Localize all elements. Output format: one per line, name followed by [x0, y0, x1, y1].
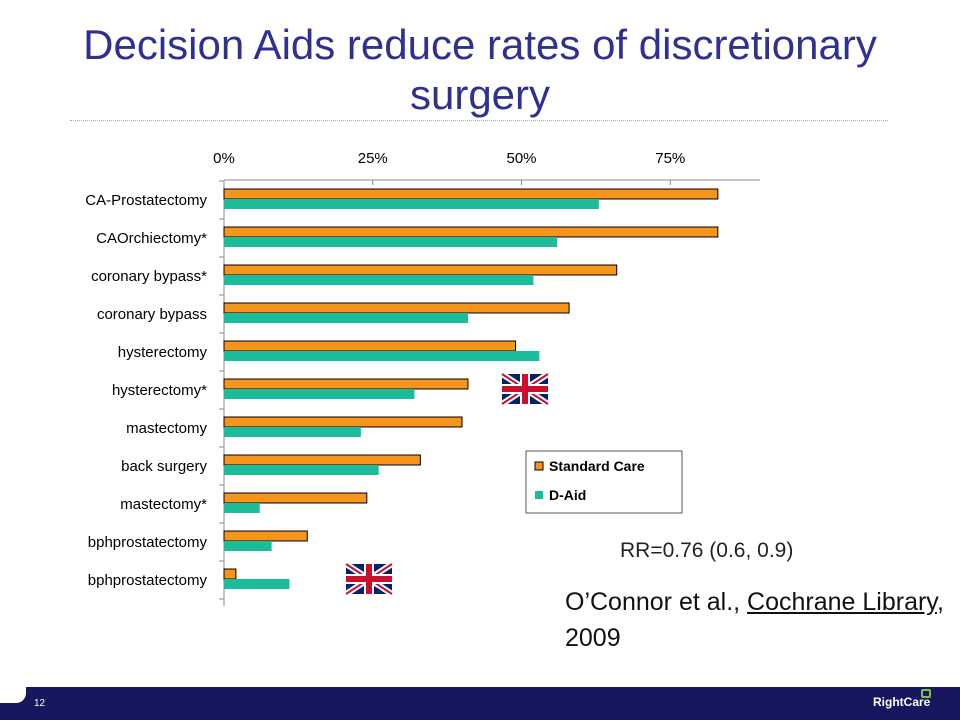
legend-label: D-Aid: [549, 487, 586, 503]
x-tick-label: 25%: [358, 150, 388, 167]
x-tick-label: 50%: [506, 150, 536, 167]
category-label: mastectomy: [126, 420, 207, 437]
bar-d-aid: [224, 313, 468, 323]
bar-d-aid: [224, 541, 272, 551]
category-label: mastectomy*: [120, 496, 207, 513]
bar-d-aid: [224, 275, 534, 285]
slide-title: Decision Aids reduce rates of discretion…: [83, 21, 877, 118]
bar-d-aid: [224, 199, 599, 209]
bar-d-aid: [224, 503, 260, 513]
uk-flag-icon: [344, 561, 394, 597]
citation: O’Connor et al., Cochrane Library, 2009: [565, 584, 955, 656]
legend-swatch: [534, 461, 544, 471]
brand-logo: RightCare: [873, 695, 931, 709]
bar-d-aid: [224, 579, 290, 589]
bar-d-aid: [224, 389, 415, 399]
bar-standard-care: [223, 530, 308, 542]
page-number: 12: [34, 698, 46, 709]
category-label: hysterectomy: [118, 344, 208, 361]
category-label: CA-Prostatectomy: [85, 192, 207, 209]
x-tick-label: 0%: [213, 150, 235, 167]
bar-standard-care: [223, 378, 469, 390]
bar-standard-care: [223, 302, 570, 314]
uk-flag-icon: [500, 371, 550, 407]
legend-box: [525, 450, 683, 514]
bar-standard-care: [223, 492, 368, 504]
category-label: bphprostatectomy: [88, 572, 208, 589]
bar-standard-care: [223, 188, 719, 200]
category-label: hysterectomy*: [112, 382, 207, 399]
bar-standard-care: [223, 226, 719, 238]
citation-journal: Cochrane Library: [747, 588, 937, 616]
bar-d-aid: [224, 351, 540, 361]
bar-d-aid: [224, 237, 558, 247]
bar-standard-care: [223, 416, 463, 428]
legend-label: Standard Care: [549, 458, 645, 474]
bar-d-aid: [224, 427, 361, 437]
category-label: CAOrchiectomy*: [96, 230, 207, 247]
citation-author: O’Connor et al.,: [565, 588, 748, 616]
bar-standard-care: [223, 568, 237, 580]
legend-swatch: [535, 491, 543, 499]
bar-standard-care: [223, 340, 517, 352]
title-divider: [70, 120, 888, 121]
brand-speech-icon: [921, 689, 931, 698]
footer-bar: [0, 687, 960, 720]
relative-risk-text: RR=0.76 (0.6, 0.9): [620, 539, 794, 562]
category-label: coronary bypass*: [91, 268, 207, 285]
x-tick-label: 75%: [655, 150, 685, 167]
bar-standard-care: [223, 454, 421, 466]
category-label: bphprostatectomy: [88, 534, 208, 551]
category-label: coronary bypass: [97, 306, 207, 323]
bar-standard-care: [223, 264, 618, 276]
citation-year: , 2009: [565, 588, 944, 652]
category-label: back surgery: [121, 458, 207, 475]
footer-notch: [0, 683, 26, 703]
bar-d-aid: [224, 465, 379, 475]
